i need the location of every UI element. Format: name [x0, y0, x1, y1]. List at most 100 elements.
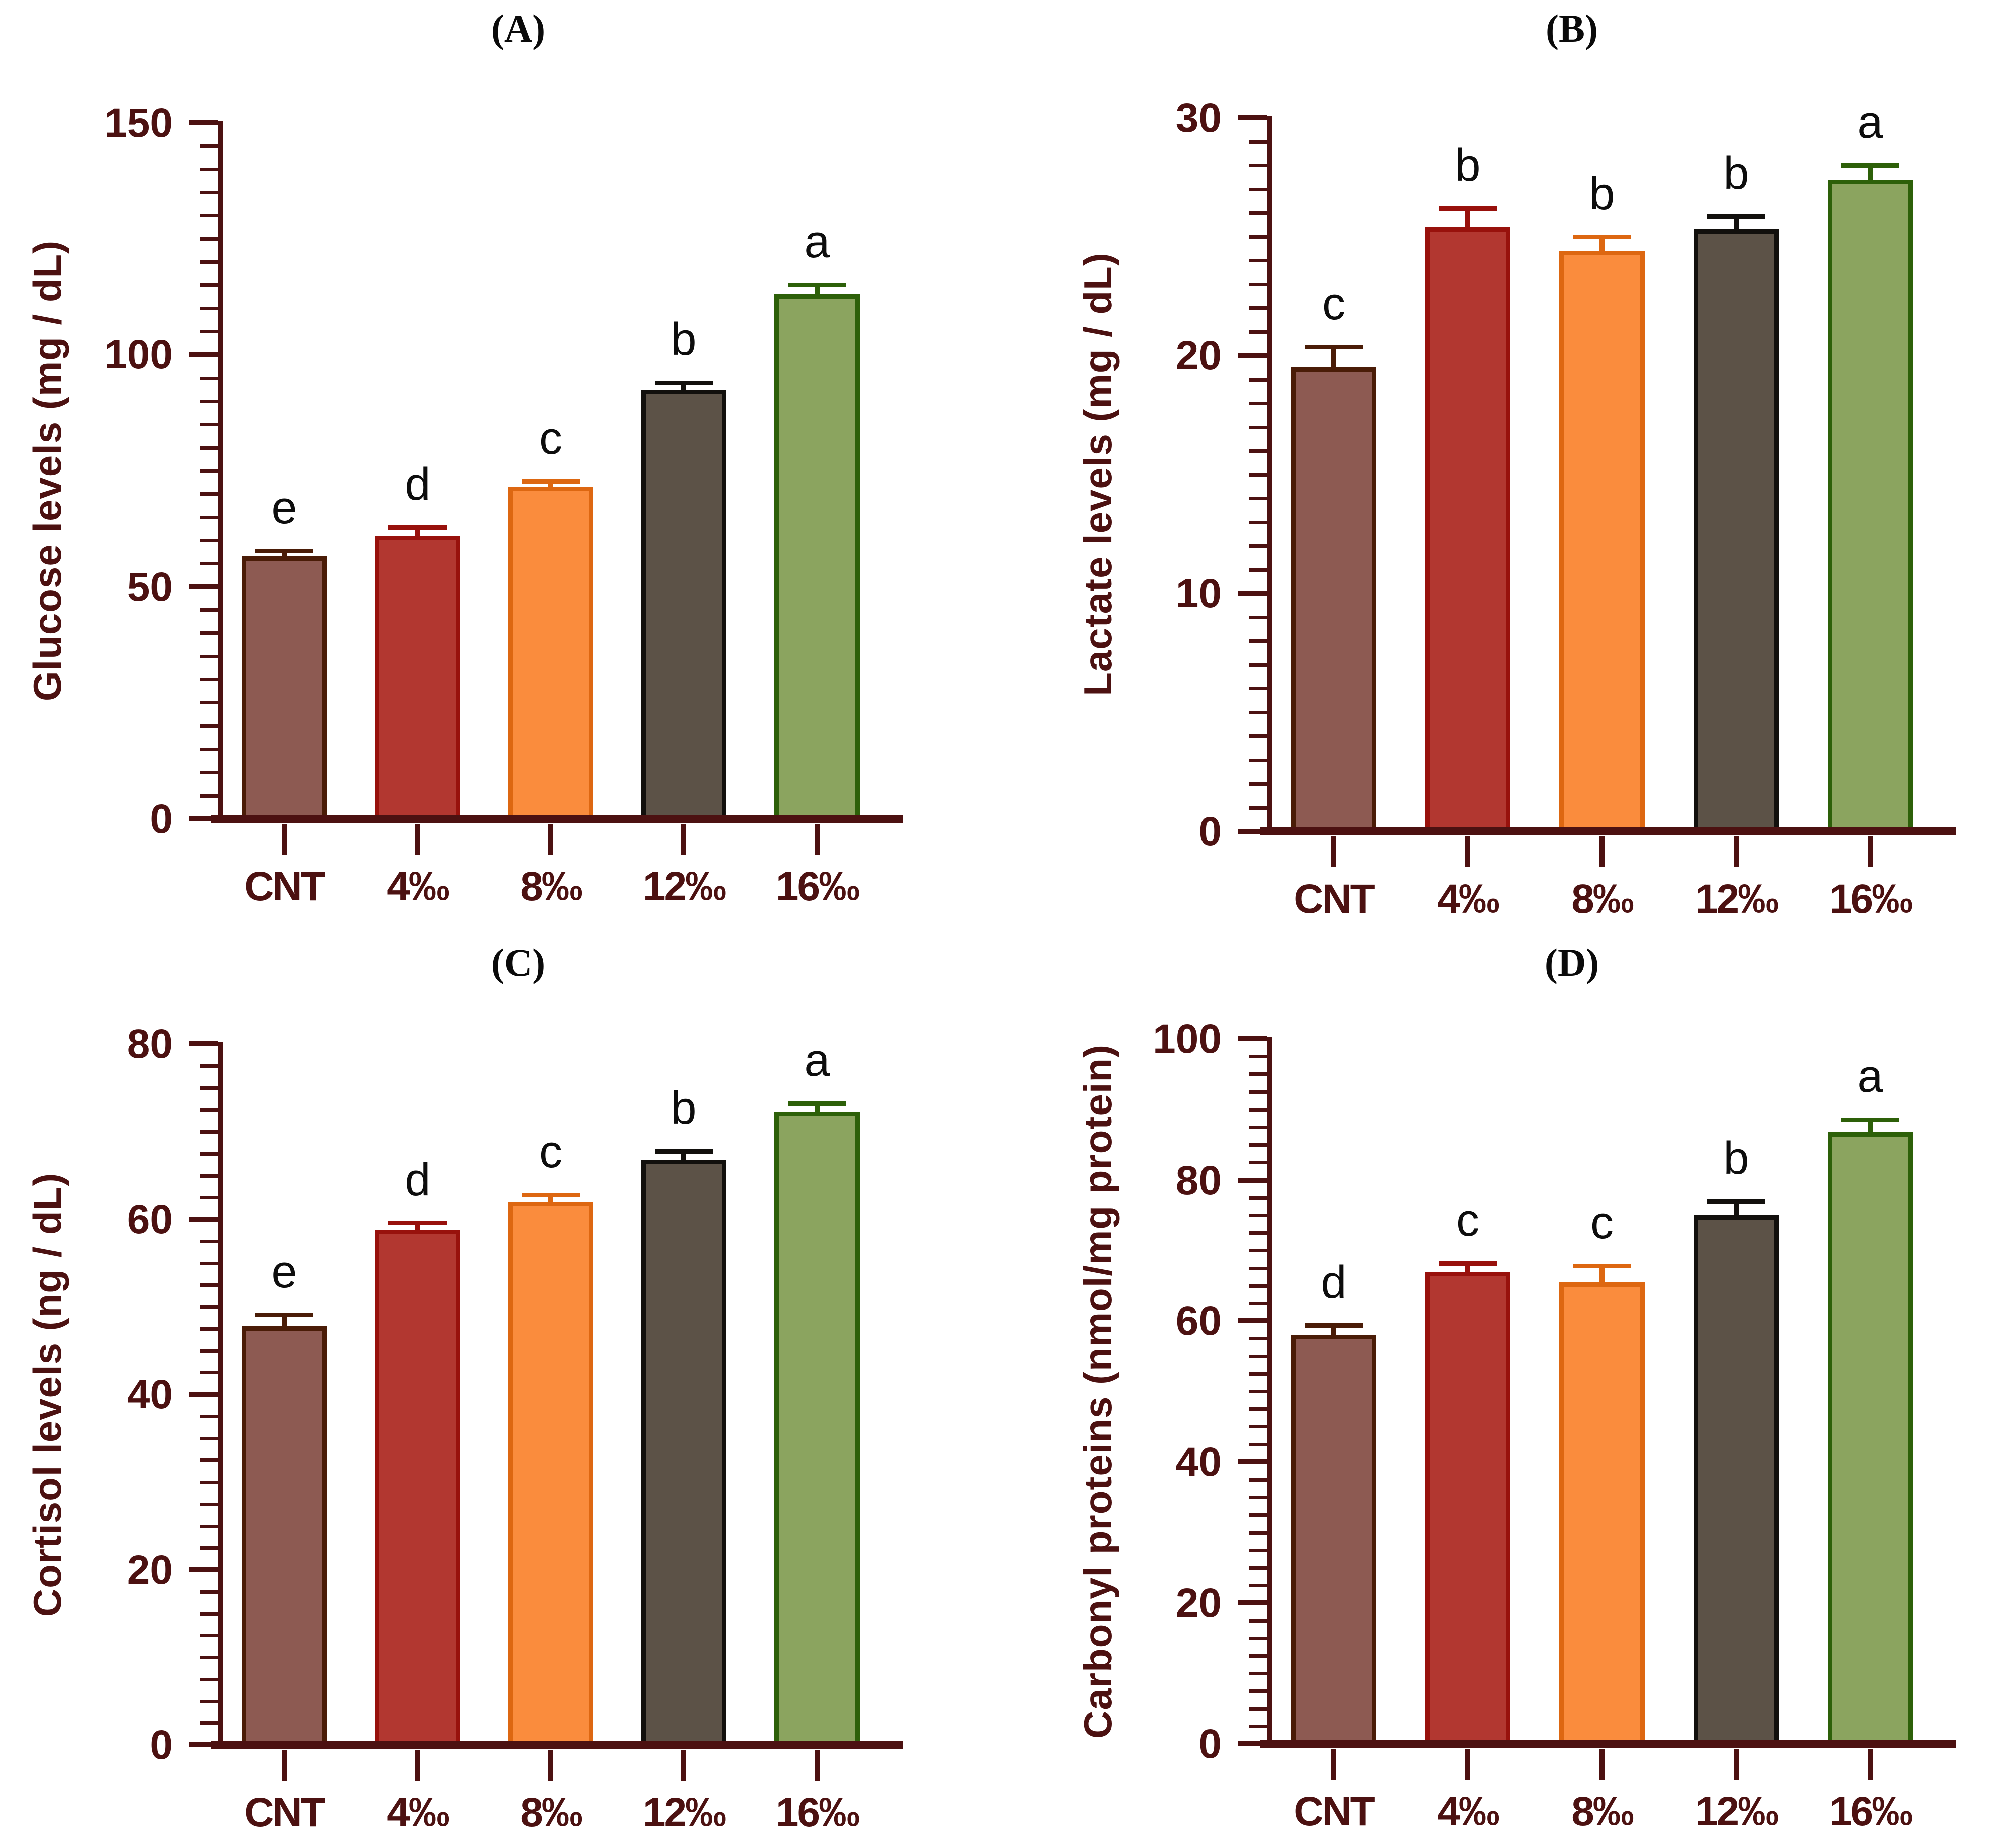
y-major-tick	[1238, 1177, 1267, 1183]
y-major-tick	[1238, 1459, 1267, 1464]
error-bar-stem	[1734, 216, 1739, 241]
x-category-label: CNT	[244, 864, 326, 909]
y-minor-tick	[1249, 1566, 1267, 1570]
y-tick-label: 0	[150, 796, 173, 842]
bar	[242, 556, 327, 819]
y-minor-tick	[1249, 1090, 1267, 1094]
y-minor-tick	[200, 167, 218, 171]
bar	[641, 1160, 726, 1745]
x-category-label: 12‰	[642, 864, 726, 909]
y-minor-tick	[200, 678, 218, 681]
x-category-label: 16‰	[775, 864, 860, 909]
significance-letter: e	[271, 1246, 297, 1297]
x-tick	[415, 1750, 420, 1781]
bar	[375, 535, 460, 819]
error-bar-cap	[1573, 234, 1631, 239]
x-tick	[548, 824, 553, 855]
y-minor-tick	[200, 283, 218, 287]
y-minor-tick	[1249, 544, 1267, 548]
y-tick-label: 40	[127, 1372, 173, 1417]
y-minor-tick	[1249, 1724, 1267, 1728]
y-minor-tick	[1249, 1548, 1267, 1552]
error-bar-cap	[388, 525, 447, 530]
x-tick	[548, 1750, 553, 1781]
y-minor-tick	[1249, 710, 1267, 714]
error-bar-cap	[1439, 206, 1497, 211]
y-minor-tick	[1249, 378, 1267, 382]
y-major-tick	[189, 816, 218, 821]
error-bar-cap	[1707, 1199, 1765, 1204]
x-category-label: 12‰	[1695, 1789, 1779, 1834]
y-minor-tick	[1249, 1425, 1267, 1429]
y-minor-tick	[1249, 1619, 1267, 1623]
panel-c-plot-area: 0 20 40 60 80 e CNT d 4‰ c 8‰ b 12‰ a 16‰	[127, 1024, 903, 1833]
y-minor-tick	[200, 1064, 218, 1068]
error-bar-stem	[1734, 1201, 1739, 1226]
x-axis-line	[1260, 1740, 1956, 1748]
y-minor-tick	[200, 1612, 218, 1616]
significance-letter: c	[1322, 278, 1345, 330]
y-tick-label: 100	[104, 332, 173, 378]
y-minor-tick	[1249, 449, 1267, 453]
y-minor-tick	[1249, 164, 1267, 167]
panel-d-plot-area: 0 20 40 60 80 100 d CNT c 4‰ c 8‰ b 12‰ a 16‰	[1153, 1019, 1956, 1832]
bar	[774, 1111, 860, 1745]
y-axis-line	[218, 121, 223, 821]
error-bar-cap	[655, 380, 713, 385]
x-tick	[681, 824, 686, 855]
y-minor-tick	[1249, 1442, 1267, 1446]
error-bar-cap	[788, 283, 846, 288]
y-minor-tick	[1249, 1513, 1267, 1517]
y-minor-tick	[200, 654, 218, 658]
y-tick-label: 30	[1175, 95, 1222, 141]
y-minor-tick	[1249, 1302, 1267, 1305]
bar	[1828, 179, 1913, 831]
panel-a-title: (A)	[491, 7, 546, 50]
error-bar-cap	[1305, 1323, 1363, 1328]
y-minor-tick	[1249, 473, 1267, 477]
y-minor-tick	[200, 515, 218, 519]
y-major-tick	[1238, 1036, 1267, 1041]
y-minor-tick	[1249, 187, 1267, 191]
x-category-label: 16‰	[1829, 876, 1913, 922]
bar	[375, 1230, 460, 1745]
error-bar-stem	[1868, 165, 1873, 191]
y-minor-tick	[200, 400, 218, 403]
x-tick	[1599, 1749, 1605, 1780]
significance-letter: c	[1456, 1194, 1479, 1246]
x-category-label: 4‰	[387, 864, 450, 909]
significance-letter: b	[671, 313, 697, 365]
significance-letter: c	[539, 1126, 562, 1177]
y-minor-tick	[1249, 1143, 1267, 1147]
significance-letter: a	[1857, 97, 1883, 148]
y-minor-tick	[200, 539, 218, 542]
significance-letter: b	[1589, 168, 1615, 219]
y-tick-label: 10	[1175, 571, 1222, 616]
x-category-label: CNT	[1294, 876, 1375, 922]
bar	[1828, 1132, 1913, 1744]
y-minor-tick	[200, 1458, 218, 1462]
y-minor-tick	[200, 446, 218, 450]
panel-d-y-axis-label-text: Carbonyl proteins (nmol/mg protein)	[1075, 1044, 1120, 1739]
y-minor-tick	[200, 1677, 218, 1681]
y-tick-label: 80	[1175, 1157, 1222, 1203]
y-minor-tick	[200, 214, 218, 218]
significance-letter: b	[1455, 139, 1481, 191]
y-minor-tick	[200, 1721, 218, 1725]
error-bar-cap	[788, 1101, 846, 1106]
y-minor-tick	[200, 1371, 218, 1375]
error-bar-cap	[255, 1312, 313, 1317]
y-tick-label: 0	[1198, 809, 1222, 854]
y-tick-label: 50	[127, 564, 173, 610]
y-minor-tick	[1249, 211, 1267, 215]
y-minor-tick	[1249, 1126, 1267, 1129]
y-tick-label: 100	[1153, 1016, 1222, 1062]
y-minor-tick	[200, 1502, 218, 1506]
y-minor-tick	[1249, 758, 1267, 762]
y-minor-tick	[1249, 663, 1267, 667]
error-bar-stem	[1599, 1266, 1605, 1293]
y-minor-tick	[200, 1305, 218, 1309]
y-tick-label: 20	[1175, 1580, 1222, 1626]
y-major-tick	[189, 1567, 218, 1572]
